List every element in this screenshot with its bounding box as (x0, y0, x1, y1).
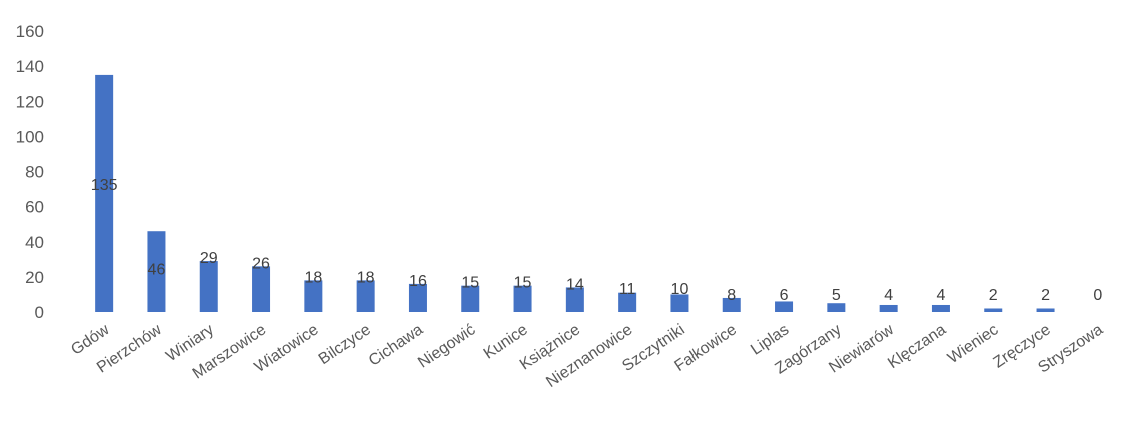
data-label: 4 (936, 287, 945, 304)
bars (95, 74, 1055, 312)
x-tick-label: Liplas (748, 321, 792, 358)
y-tick-label: 120 (16, 92, 44, 111)
data-label: 5 (832, 287, 841, 304)
data-label: 2 (989, 287, 998, 304)
y-tick-label: 40 (25, 233, 44, 252)
bar (722, 297, 741, 312)
y-axis: 0 20 40 60 80 100 120 140 160 (16, 22, 44, 322)
data-label: 8 (727, 287, 736, 304)
y-tick-label: 100 (16, 127, 44, 146)
bar (356, 280, 375, 312)
data-label: 135 (91, 177, 118, 194)
bar (827, 303, 846, 312)
y-tick-label: 160 (16, 22, 44, 41)
bar (984, 308, 1003, 312)
data-label: 16 (409, 273, 427, 290)
data-label: 0 (1093, 287, 1102, 304)
y-tick-label: 140 (16, 57, 44, 76)
bar (775, 301, 794, 312)
bar (931, 304, 950, 312)
data-label: 26 (252, 255, 270, 272)
bar (147, 231, 166, 312)
bar (408, 283, 427, 312)
y-tick-label: 20 (25, 268, 44, 287)
bar (252, 266, 271, 312)
data-label: 18 (357, 269, 375, 286)
y-tick-label: 80 (25, 163, 44, 182)
data-labels: 135 46 29 26 18 18 16 15 15 14 11 10 8 6 5 4 4 2 2 0 (91, 177, 1103, 304)
bar (199, 261, 218, 312)
data-label: 2 (1041, 287, 1050, 304)
bar (95, 74, 114, 312)
data-label: 4 (884, 287, 893, 304)
data-label: 6 (780, 287, 789, 304)
x-tick-label: Niegowić (415, 321, 478, 371)
x-tick-label: Bilczyce (316, 321, 374, 368)
data-label: 10 (671, 281, 689, 298)
bar (670, 294, 689, 312)
x-tick-label: Cichawa (366, 321, 426, 369)
bar (565, 287, 584, 312)
data-label: 15 (461, 275, 479, 292)
bar (879, 304, 898, 312)
bar (304, 280, 323, 312)
y-tick-label: 0 (35, 303, 44, 322)
x-tick-label: Gdów (68, 321, 113, 359)
data-label: 46 (148, 261, 166, 278)
data-label: 14 (566, 276, 584, 293)
data-label: 18 (304, 269, 322, 286)
bar (1036, 308, 1055, 312)
bar (513, 285, 532, 312)
data-label: 15 (514, 275, 532, 292)
bar (618, 292, 637, 312)
bar (461, 285, 480, 312)
data-label: 11 (619, 281, 636, 298)
x-axis: GdówPierzchówWiniaryMarszowiceWiatowiceB… (68, 321, 1106, 391)
data-label: 29 (200, 250, 218, 267)
y-tick-label: 60 (25, 198, 44, 217)
x-tick-label: Klęczana (885, 321, 949, 372)
